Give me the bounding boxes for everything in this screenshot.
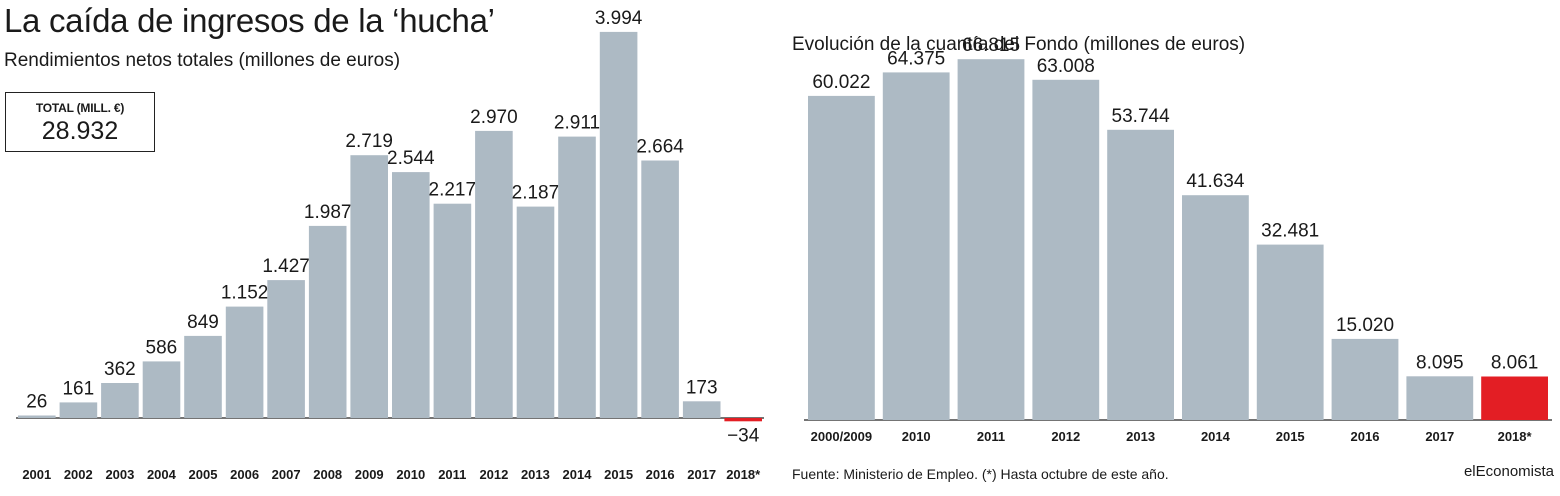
total-box: TOTAL (MILL. €) 28.932 — [5, 92, 155, 152]
data-label: 2.719 — [345, 131, 393, 152]
left-chart-subtitle: Rendimientos netos totales (millones de … — [4, 50, 401, 71]
bar — [267, 280, 305, 418]
x-tick-label: 2018* — [1498, 429, 1533, 444]
x-tick-label: 2006 — [230, 467, 259, 482]
bar — [392, 172, 430, 418]
x-tick-label: 2004 — [147, 467, 177, 482]
x-tick-label: 2015 — [604, 467, 633, 482]
x-tick-label: 2011 — [438, 467, 466, 482]
bar — [142, 361, 181, 418]
data-label: 32.481 — [1261, 221, 1319, 242]
bar — [558, 136, 596, 418]
bar — [308, 225, 347, 418]
bar — [59, 402, 98, 418]
bar — [475, 130, 513, 418]
data-label: 173 — [686, 377, 718, 398]
x-tick-label: 2017 — [687, 467, 716, 482]
x-tick-label: 2014 — [563, 467, 593, 482]
data-label: 26 — [26, 392, 47, 413]
bar — [641, 160, 679, 418]
data-label: 586 — [146, 337, 178, 358]
bar — [433, 203, 472, 418]
bar — [882, 72, 950, 421]
x-tick-label: 2010 — [396, 467, 425, 482]
bar — [1406, 376, 1474, 420]
data-label: 15.020 — [1336, 315, 1394, 336]
brand-logo: elEconomista — [1463, 463, 1554, 480]
x-tick-label: 2007 — [272, 467, 301, 482]
x-tick-label: 2016 — [1351, 429, 1380, 444]
page-title: La caída de ingresos de la ‘hucha’ — [4, 2, 495, 39]
data-label: 2.187 — [512, 183, 560, 204]
bar — [1032, 79, 1100, 421]
data-label: 66.815 — [962, 35, 1020, 56]
data-label: −34 — [727, 425, 760, 446]
x-tick-label: 2008 — [313, 467, 342, 482]
right-chart-subtitle: Evolución de la cuantía del Fondo (millo… — [792, 34, 1246, 55]
data-label: 1.987 — [304, 202, 352, 223]
x-tick-label: 2013 — [521, 467, 550, 482]
bar — [350, 155, 388, 418]
bar — [18, 415, 56, 418]
x-tick-label: 2005 — [189, 467, 218, 482]
data-label: 2.911 — [554, 113, 600, 134]
data-label: 161 — [62, 378, 94, 399]
x-tick-label: 2016 — [646, 467, 675, 482]
data-label: 8.061 — [1491, 353, 1539, 374]
bar — [184, 335, 222, 418]
bar — [101, 383, 139, 418]
x-tick-label: 2001 — [22, 467, 51, 482]
bar — [808, 95, 875, 421]
x-tick-label: 2018* — [726, 467, 761, 482]
data-label: 2.664 — [636, 137, 684, 158]
data-label: 8.095 — [1416, 352, 1464, 373]
data-label: 63.008 — [1037, 56, 1095, 77]
data-label: 1.152 — [221, 283, 269, 304]
x-tick-label: 2012 — [479, 467, 508, 482]
data-label: 3.994 — [595, 8, 643, 29]
x-tick-label: 2015 — [1276, 429, 1305, 444]
bar — [1256, 244, 1324, 420]
data-label: 362 — [104, 359, 136, 380]
bar — [1481, 376, 1548, 420]
bar — [957, 59, 1025, 420]
data-label: 2.970 — [470, 107, 518, 128]
x-tick-label: 2013 — [1126, 429, 1155, 444]
data-label: 2.217 — [429, 180, 477, 201]
bar — [682, 401, 721, 418]
total-label: TOTAL (MILL. €) — [35, 101, 125, 115]
x-tick-label: 2017 — [1425, 429, 1454, 444]
left-bar-chart: 26 2001 161 2002 362 2003 586 2004 849 2005 1.152 2… — [16, 8, 764, 482]
bar — [225, 306, 264, 418]
bar — [724, 418, 762, 422]
x-tick-label: 2011 — [977, 429, 1005, 444]
bar — [1331, 338, 1399, 420]
data-label: 64.375 — [887, 48, 945, 69]
x-tick-label: 2003 — [105, 467, 134, 482]
x-tick-label: 2014 — [1201, 429, 1231, 444]
total-value: 28.932 — [41, 117, 119, 145]
data-label: 41.634 — [1186, 171, 1245, 192]
data-label: 53.744 — [1112, 106, 1171, 127]
x-tick-label: 2009 — [355, 467, 384, 482]
data-label: 60.022 — [812, 72, 870, 93]
x-tick-label: 2002 — [64, 467, 93, 482]
data-label: 849 — [187, 312, 219, 333]
x-tick-label: 2010 — [902, 429, 931, 444]
data-label: 1.427 — [262, 256, 310, 277]
x-tick-label: 2012 — [1051, 429, 1080, 444]
x-tick-label: 2000/2009 — [811, 429, 872, 444]
bar — [1182, 195, 1249, 420]
source-note: Fuente: Ministerio de Empleo. (*) Hasta … — [792, 466, 1169, 482]
data-label: 2.544 — [387, 148, 435, 169]
bar — [516, 206, 555, 418]
bar — [599, 31, 638, 419]
bar — [1107, 129, 1174, 421]
